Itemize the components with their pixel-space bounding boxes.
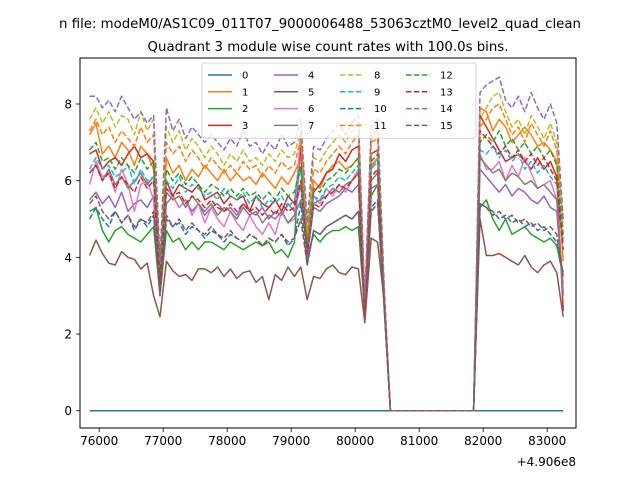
x-tick-label: 76000 <box>80 434 118 448</box>
legend-label-13: 13 <box>440 87 453 98</box>
series-line-11 <box>88 103 564 412</box>
series-line-9 <box>88 145 564 412</box>
y-tick-label: 0 <box>64 404 72 418</box>
y-axis: 0 2 4 6 8 <box>64 98 80 418</box>
x-tick-label: 82000 <box>464 434 502 448</box>
series-line-12 <box>89 130 564 412</box>
legend-label-2: 2 <box>242 104 248 115</box>
legend-label-12: 12 <box>440 71 453 82</box>
chart-suptitle: n file: modeM0/AS1C09_011T07_9000006488_… <box>59 17 581 32</box>
legend-label-1: 1 <box>242 87 248 98</box>
legend-label-0: 0 <box>242 71 248 82</box>
legend-label-14: 14 <box>440 104 453 115</box>
legend-label-3: 3 <box>242 121 248 132</box>
legend-label-7: 7 <box>308 121 314 132</box>
legend-label-11: 11 <box>374 121 387 132</box>
x-axis: 76000 77000 78000 79000 80000 81000 82000 83000 <box>80 428 566 448</box>
series-line-5 <box>88 218 564 412</box>
chart-title: Quadrant 3 module wise count rates with … <box>148 40 509 55</box>
x-tick-label: 81000 <box>400 434 438 448</box>
legend-label-10: 10 <box>374 104 387 115</box>
y-tick-label: 6 <box>64 174 72 188</box>
x-tick-label: 79000 <box>272 434 310 448</box>
series-line-2 <box>89 133 564 412</box>
series-line-3 <box>89 114 564 412</box>
x-tick-label: 80000 <box>336 434 374 448</box>
legend-label-9: 9 <box>374 87 380 98</box>
y-tick-label: 2 <box>64 328 72 342</box>
legend-label-8: 8 <box>374 71 380 82</box>
x-offset-label: +4.906e8 <box>517 455 576 469</box>
legend-label-15: 15 <box>440 121 453 132</box>
series-layer <box>88 76 564 412</box>
legend-label-6: 6 <box>308 104 314 115</box>
series-line-13 <box>89 130 564 412</box>
series-line-15 <box>89 195 564 412</box>
plot-area-frame <box>79 57 577 429</box>
series-line-8 <box>88 91 564 412</box>
series-line-4 <box>89 168 564 412</box>
legend-box <box>201 62 477 139</box>
x-tick-label: 77000 <box>144 434 182 448</box>
y-tick-label: 8 <box>64 98 72 112</box>
x-tick-label: 83000 <box>528 434 566 448</box>
legend-label-4: 4 <box>308 71 314 82</box>
legend-label-5: 5 <box>308 87 314 98</box>
y-tick-label: 4 <box>64 251 72 265</box>
x-tick-label: 78000 <box>208 434 246 448</box>
